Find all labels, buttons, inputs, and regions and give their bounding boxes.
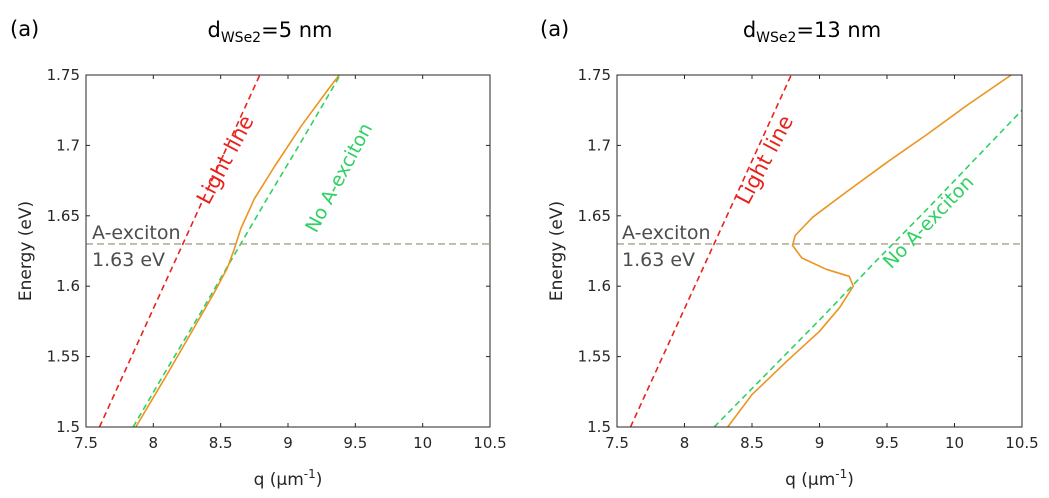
light-line-series bbox=[629, 75, 793, 427]
x-tick-label: 10 bbox=[413, 434, 432, 452]
y-axis-label: Energy (eV) bbox=[547, 201, 567, 301]
y-tick-label: 1.75 bbox=[578, 66, 611, 84]
plot-area bbox=[86, 75, 490, 427]
series-group bbox=[629, 75, 1022, 427]
x-tick-label: 7.5 bbox=[605, 434, 629, 452]
plot-area bbox=[617, 75, 1022, 427]
exciton-annotation: A-exciton bbox=[622, 222, 711, 244]
chart-title: dWSe2=13 nm bbox=[743, 18, 881, 46]
y-tick-label: 1.55 bbox=[47, 348, 80, 366]
exciton-annotation: A-exciton bbox=[92, 222, 181, 244]
y-tick-label: 1.75 bbox=[47, 66, 80, 84]
y-tick-label: 1.65 bbox=[578, 207, 611, 225]
x-tick-label: 10.5 bbox=[473, 434, 506, 452]
exciton-energy-annotation: 1.63 eV bbox=[92, 249, 165, 271]
panel-label: (a) bbox=[540, 17, 569, 41]
y-tick-label: 1.7 bbox=[56, 136, 80, 154]
dispersion-series bbox=[727, 75, 1012, 427]
chart-panel-1: 7.5 8 8.5 9 9.5 10 10.5 1.5 1.55 1.6 1.65 1.7 1.75 q … bbox=[10, 17, 507, 490]
exciton-energy-annotation: 1.63 eV bbox=[622, 249, 695, 271]
no-exciton-series bbox=[713, 109, 1022, 427]
x-tick-label: 8.5 bbox=[209, 434, 233, 452]
y-tick-label: 1.7 bbox=[587, 136, 611, 154]
y-tick-label: 1.55 bbox=[578, 348, 611, 366]
y-tick-label: 1.5 bbox=[587, 418, 611, 436]
no-exciton-series bbox=[132, 75, 342, 427]
y-axis-label: Energy (eV) bbox=[16, 201, 36, 301]
x-tick-label: 9 bbox=[815, 434, 825, 452]
y-tick-label: 1.65 bbox=[47, 207, 80, 225]
x-axis-label: q (μm-1) bbox=[785, 467, 854, 490]
series-group bbox=[98, 75, 342, 427]
x-tick-label: 8.5 bbox=[740, 434, 764, 452]
panel-label: (a) bbox=[10, 17, 39, 41]
chart-title: dWSe2=5 nm bbox=[208, 18, 333, 46]
x-tick-label: 9 bbox=[283, 434, 293, 452]
x-tick-label: 9.5 bbox=[875, 434, 899, 452]
x-tick-label: 9.5 bbox=[343, 434, 367, 452]
x-tick-label: 10.5 bbox=[1005, 434, 1038, 452]
x-tick-label: 7.5 bbox=[74, 434, 98, 452]
dispersion-series bbox=[135, 75, 340, 427]
y-tick-label: 1.6 bbox=[587, 277, 611, 295]
x-tick-label: 10 bbox=[945, 434, 964, 452]
x-tick-label: 8 bbox=[149, 434, 159, 452]
x-axis-label: q (μm-1) bbox=[254, 467, 323, 490]
x-tick-label: 8 bbox=[680, 434, 690, 452]
chart-panel-2: 7.5 8 8.5 9 9.5 10 10.5 1.5 1.55 1.6 1.65 1.7 1.75 q … bbox=[540, 17, 1039, 490]
y-tick-label: 1.6 bbox=[56, 277, 80, 295]
y-tick-label: 1.5 bbox=[56, 418, 80, 436]
light-line-series bbox=[98, 75, 261, 427]
